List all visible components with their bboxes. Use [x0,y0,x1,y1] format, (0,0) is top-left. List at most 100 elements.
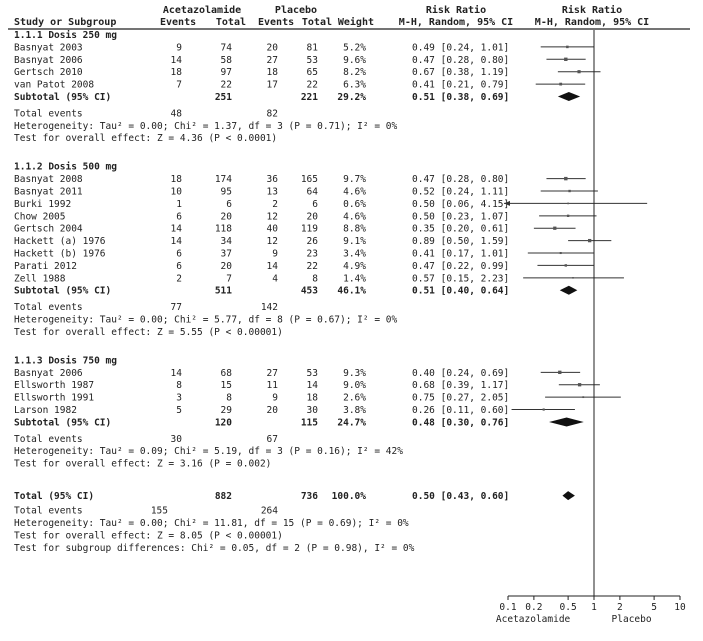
cell-total-acetazolamide: 37 [221,249,232,260]
study-point [577,70,581,74]
total-events-label: Total events [14,302,83,313]
cell-risk-ratio: 0.47 [0.28, 0.80] [412,55,509,66]
cell-total-acetazolamide: 58 [221,55,233,66]
cell-total-acetazolamide: 20 [221,261,233,272]
cell-risk-ratio: 0.75 [0.27, 2.05] [412,393,509,404]
cell-total-placebo: 81 [307,42,319,53]
study-name: Gertsch 2004 [14,224,83,235]
overall-effect-text: Test for overall effect: Z = 5.55 (P < 0… [14,327,283,338]
cell-weight: 9.3% [343,368,366,379]
cell-risk-ratio: 0.41 [0.21, 0.79] [412,80,509,91]
cell-events-placebo: 9 [272,249,278,260]
cell-risk-ratio: 0.50 [0.43, 0.60] [412,491,509,502]
cell-events-placebo: 20 [267,42,279,53]
cell-total-placebo: 53 [307,55,318,66]
overall-effect-text: Test for overall effect: Z = 3.16 (P = 0… [14,459,271,470]
total-events-placebo: 142 [261,302,278,313]
cell-events-placebo: 17 [267,80,278,91]
x-tick-label: 0.1 [499,602,516,613]
cell-total-placebo: 26 [307,236,319,247]
cell-events-acetazolamide: 6 [176,211,182,222]
cell-weight: 9.1% [343,236,366,247]
study-point [559,252,562,255]
cell-total-placebo: 65 [307,67,318,78]
cell-events-acetazolamide: 18 [171,174,183,185]
subgroup-title: 1.1.1 Dosis 250 mg [14,30,117,41]
cell-risk-ratio: 0.52 [0.24, 1.11] [412,187,509,198]
study-point [553,226,557,230]
subtotal-label: Subtotal (95% CI) [14,417,111,428]
study-point [582,396,585,399]
cell-weight: 4.9% [343,261,366,272]
cell-events-acetazolamide: 14 [171,55,183,66]
cell-risk-ratio: 0.26 [0.11, 0.60] [412,405,509,416]
cell-total-placebo: 53 [307,368,318,379]
cell-total-acetazolamide: 15 [221,380,232,391]
cell-events-acetazolamide: 18 [171,67,183,78]
cell-risk-ratio: 0.67 [0.38, 1.19] [412,67,509,78]
study-name: Basnyat 2008 [14,174,83,185]
cell-risk-ratio: 0.47 [0.22, 0.99] [412,261,509,272]
total-events-label: Total events [14,506,83,517]
study-point [564,176,568,181]
subgroup-differences-text: Test for subgroup differences: Chi² = 0.… [14,543,415,554]
header-total1: Total [216,17,246,28]
cell-total-acetazolamide: 118 [215,224,232,235]
study-point [566,214,570,217]
heterogeneity-text: Heterogeneity: Tau² = 0.00; Chi² = 11.81… [14,518,409,529]
total-events-placebo: 67 [267,434,278,445]
study-name: van Patot 2008 [14,80,94,91]
cell-total-placebo: 221 [301,92,318,103]
cell-total-placebo: 453 [301,286,318,297]
header-total2: Total [302,17,332,28]
pooled-diamond [549,417,584,427]
cell-risk-ratio: 0.35 [0.20, 0.61] [412,224,509,235]
x-tick-label: 0.2 [525,602,542,613]
cell-weight: 8.8% [343,224,366,235]
favours-left-label: Acetazolamide [496,614,571,625]
cell-risk-ratio: 0.49 [0.24, 1.01] [412,42,509,53]
study-name: Burki 1992 [14,199,71,210]
cell-weight: 8.2% [343,67,366,78]
cell-total-placebo: 30 [307,405,319,416]
cell-total-acetazolamide: 7 [226,273,232,284]
cell-weight: 46.1% [337,286,366,297]
total-events-acetazolamide: 30 [171,434,183,445]
cell-weight: 24.7% [337,417,366,428]
cell-weight: 6.3% [343,80,366,91]
cell-events-placebo: 13 [267,187,278,198]
cell-risk-ratio: 0.41 [0.17, 1.01] [412,249,509,260]
cell-events-placebo: 27 [267,55,278,66]
heterogeneity-text: Heterogeneity: Tau² = 0.09; Chi² = 5.19,… [14,446,403,457]
cell-events-acetazolamide: 9 [176,42,182,53]
cell-events-placebo: 40 [267,224,279,235]
pooled-diamond [562,491,575,501]
cell-events-acetazolamide: 14 [171,368,183,379]
study-name: Ellsworth 1991 [14,393,94,404]
ci-arrow [504,200,510,206]
cell-events-acetazolamide: 14 [171,236,183,247]
cell-total-placebo: 165 [301,174,318,185]
cell-weight: 5.2% [343,42,366,53]
cell-risk-ratio: 0.51 [0.40, 0.64] [412,286,509,297]
cell-events-placebo: 18 [267,67,279,78]
total-events-label: Total events [14,108,83,119]
cell-total-acetazolamide: 95 [221,187,232,198]
header-method-right: M-H, Random, 95% CI [535,17,649,28]
x-tick-label: 0.5 [560,602,577,613]
study-point [542,408,545,411]
pooled-diamond [559,285,578,295]
cell-events-acetazolamide: 1 [176,199,182,210]
study-name: Gertsch 2010 [14,67,83,78]
cell-events-acetazolamide: 3 [176,393,182,404]
cell-total-placebo: 20 [307,211,319,222]
total-events-acetazolamide: 77 [171,302,182,313]
cell-risk-ratio: 0.50 [0.06, 4.15] [412,199,509,210]
study-point [566,45,569,49]
cell-weight: 9.7% [343,174,366,185]
cell-total-acetazolamide: 34 [221,236,233,247]
study-name: Basnyat 2011 [14,187,83,198]
heterogeneity-text: Heterogeneity: Tau² = 0.00; Chi² = 5.77,… [14,315,397,326]
overall-effect-text: Test for overall effect: Z = 8.05 (P < 0… [14,530,283,541]
cell-total-acetazolamide: 29 [221,405,233,416]
